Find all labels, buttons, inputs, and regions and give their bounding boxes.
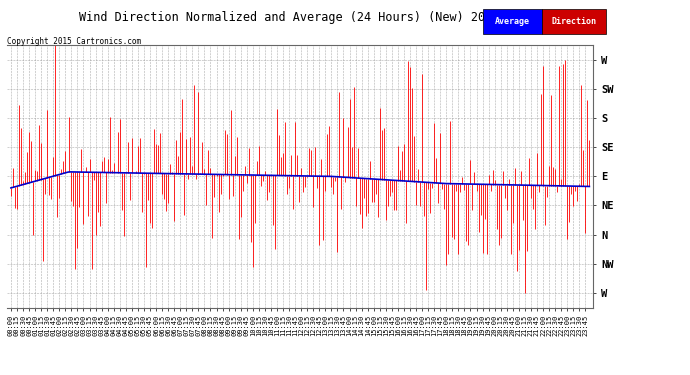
Text: Wind Direction Normalized and Average (24 Hours) (New) 20150419: Wind Direction Normalized and Average (2… <box>79 11 528 24</box>
Text: Average: Average <box>495 17 530 26</box>
Text: Direction: Direction <box>551 17 596 26</box>
Text: Copyright 2015 Cartronics.com: Copyright 2015 Cartronics.com <box>7 38 141 46</box>
